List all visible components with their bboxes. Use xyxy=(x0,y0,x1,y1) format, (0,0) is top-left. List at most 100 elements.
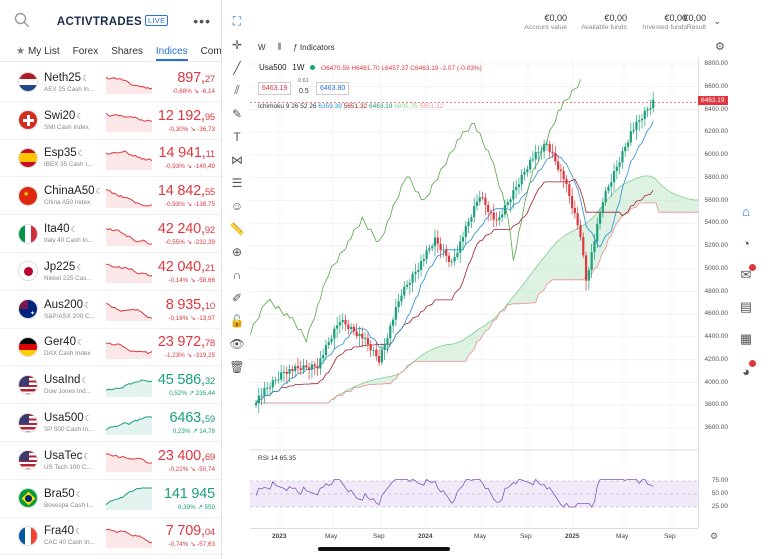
tab-commodities[interactable]: Commo xyxy=(200,46,222,57)
candle-body xyxy=(383,343,386,350)
moon-icon: ☾ xyxy=(82,73,90,83)
price-tick: 4200.00 xyxy=(704,355,729,363)
instrument-row[interactable]: Esp35☾ IBEX 35 Cash I... 14 941,11 -0,93… xyxy=(0,140,221,178)
candle-body xyxy=(643,110,646,119)
candle-body xyxy=(375,349,378,357)
instrument-list: Neth25☾ AEX 25 Cash In... 897,27 -0,68% … xyxy=(0,62,221,556)
candle-body xyxy=(489,212,493,214)
price-axis[interactable]: 6800.00 6600.00 6400.00 6200.00 6000.00 5800.… xyxy=(698,58,734,528)
candle-body xyxy=(442,249,445,251)
home-indicator xyxy=(318,547,450,551)
tab-shares[interactable]: Shares xyxy=(111,46,143,57)
chevron-down-icon[interactable]: ⌄ xyxy=(713,16,721,26)
candle-body xyxy=(352,326,356,332)
fibonacci-icon[interactable]: ☰ xyxy=(231,175,243,190)
zoom-in-icon[interactable]: ⊕ xyxy=(231,244,243,259)
instrument-price: 23 972,78 xyxy=(157,334,215,351)
instrument-row[interactable]: ★ ChinaA50☾ China A50 Index 14 842,55 -0… xyxy=(0,177,221,216)
indicators-button[interactable]: ƒ Indicators xyxy=(293,42,335,52)
instrument-symbol: Aus200☾ xyxy=(44,298,92,311)
ellipsis-icon[interactable]: ••• xyxy=(193,13,211,29)
tab-forex[interactable]: Forex xyxy=(72,46,99,57)
moon-icon: ☾ xyxy=(75,527,83,537)
time-tick: May xyxy=(616,533,629,540)
candle-body xyxy=(333,328,336,339)
rsi-line xyxy=(255,478,654,508)
instrument-row[interactable]: UsaInd☾ Dow Jones Ind... 45 586,32 0,52%… xyxy=(0,366,221,405)
sell-button[interactable]: 6463.19 xyxy=(258,82,292,95)
flag-de-icon xyxy=(18,336,38,357)
settings-icon[interactable]: ⚙ xyxy=(710,531,719,541)
category-tabs: ★My List Forex Shares Indices Commo xyxy=(0,42,221,62)
candle-body xyxy=(543,144,546,152)
account-bar: €0,00 Account value €0,00 Available fund… xyxy=(250,0,771,36)
instrument-row[interactable]: Usa500☾ SP 500 Cash In... 6463,59 0,23% … xyxy=(0,404,221,442)
text-icon[interactable]: T xyxy=(233,129,241,144)
instrument-row[interactable]: UsaTec☾ US Tech 100 C... 23 400,69 -0,22… xyxy=(0,442,221,480)
eye-icon[interactable]: 👁 xyxy=(229,336,245,351)
tab-indices[interactable]: Indices xyxy=(155,46,188,61)
instrument-symbol: Usa500☾ xyxy=(44,412,92,425)
instrument-row[interactable]: Bra50☾ Bovespa Cash I... 141 945 0,39% ↗… xyxy=(0,480,221,518)
instrument-row[interactable]: Swi20☾ SMI Cash Index 12 192,95 -0,30% ↘… xyxy=(0,102,221,140)
price-tick: 4600.00 xyxy=(704,310,729,318)
instrument-row[interactable]: Jp225☾ Nikkei 225 Cas... 42 040,21 -0,14… xyxy=(0,253,221,291)
mail-icon[interactable]: ✉ xyxy=(734,259,758,291)
candle-body xyxy=(579,225,582,238)
instrument-row[interactable]: Ita40☾ Italy 40 Cash In... 42 240,92 -0,… xyxy=(0,215,221,253)
live-badge: LIVE xyxy=(144,14,169,26)
candle-body xyxy=(369,344,372,351)
price-tick: 6200.00 xyxy=(704,128,729,136)
instrument-row[interactable]: Ger40☾ DAX Cash Index 23 972,78 -1,23% ↘… xyxy=(0,329,221,367)
candle-body xyxy=(635,121,638,130)
candle-body xyxy=(291,369,294,372)
candle-body xyxy=(487,204,490,213)
calendar-icon[interactable]: ▦ xyxy=(739,331,753,346)
buy-button[interactable]: 6463.80 xyxy=(316,82,350,95)
candle-body xyxy=(565,179,568,185)
candle-body xyxy=(324,345,328,356)
instrument-row[interactable]: ✦ Aus200☾ S&P/ASX 200 C... 8 935,10 -0,1… xyxy=(0,291,221,329)
instrument-row[interactable]: Neth25☾ AEX 25 Cash In... 897,27 -0,68% … xyxy=(0,64,221,102)
emoji-icon[interactable]: ☺ xyxy=(230,198,244,213)
pattern-icon[interactable]: ⋈ xyxy=(231,152,243,167)
price-chart[interactable] xyxy=(250,58,698,528)
portfolio-pie-icon[interactable]: ◔ xyxy=(742,235,750,251)
interval-selector[interactable]: W xyxy=(258,42,266,52)
instrument-row[interactable]: Fra40☾ CAC 40 Cash In... 7 709,04 -0,74%… xyxy=(0,518,221,556)
spread-top: 0.61 xyxy=(298,78,309,84)
candle-body xyxy=(618,162,621,167)
notification-badge xyxy=(749,264,756,271)
pen-icon[interactable]: ✎ xyxy=(231,106,243,121)
lock-drawing-icon[interactable]: ✐ xyxy=(231,290,243,305)
candle-type-icon[interactable]: ⫼ xyxy=(277,42,282,51)
trendline-icon[interactable]: ╱ xyxy=(233,60,241,75)
home-icon[interactable]: ⌂ xyxy=(742,203,750,219)
crosshair-icon[interactable]: ✛ xyxy=(231,37,243,52)
magnet-icon[interactable]: ∩ xyxy=(232,267,242,282)
candle-body xyxy=(422,259,425,262)
instrument-symbol: UsaInd☾ xyxy=(44,374,89,387)
ruler-icon[interactable]: 📏 xyxy=(229,221,245,236)
candle-body xyxy=(363,337,367,339)
candle-body xyxy=(361,333,364,339)
candle-body xyxy=(501,214,504,218)
trash-icon[interactable]: 🗑 xyxy=(229,359,245,374)
gear-icon[interactable]: ⚙ xyxy=(715,41,725,53)
candle-body xyxy=(498,217,501,221)
sentiment-icon[interactable]: ◕ xyxy=(734,355,758,387)
lock-icon[interactable]: 🔓 xyxy=(229,313,245,328)
instrument-price: 897,27 xyxy=(177,69,215,86)
fullscreen-icon[interactable]: ⛶ xyxy=(232,14,242,28)
sparkline xyxy=(106,415,152,435)
candle-body xyxy=(470,217,473,222)
search-icon[interactable] xyxy=(14,12,32,30)
candle-body xyxy=(419,261,423,270)
news-icon[interactable]: ▤ xyxy=(739,299,753,314)
time-axis[interactable]: 2023 May Sep 2024 May Sep 2025 May Sep xyxy=(250,528,698,544)
instrument-description: SP 500 Cash In... xyxy=(44,426,94,434)
instrument-price: 12 192,95 xyxy=(157,107,215,124)
tab-my-list[interactable]: ★ My List xyxy=(16,46,60,57)
channel-icon[interactable]: ⫽ xyxy=(234,83,240,97)
candle-body xyxy=(481,197,484,199)
